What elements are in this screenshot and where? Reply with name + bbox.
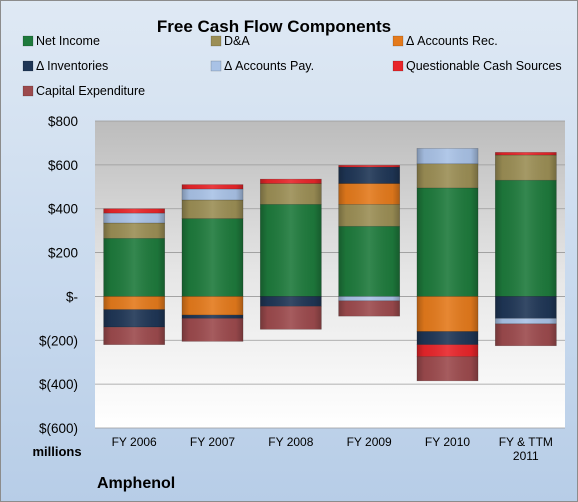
bar-segment-shading: [181, 184, 244, 189]
bar-segment-shading: [495, 152, 557, 155]
bar-segment-shading: [495, 318, 557, 324]
bar-segment-shading: [416, 344, 479, 357]
legend-label-accounts-rec: Δ Accounts Rec.: [406, 34, 498, 48]
bar-segment-shading: [416, 296, 479, 332]
legend-swatch-accounts-rec: [392, 35, 404, 47]
legend-swatch-capital-expenditure: [22, 85, 34, 97]
bar-segment-shading: [260, 296, 322, 307]
x-tick-label: FY 2009: [347, 435, 392, 449]
y-tick-label: $-: [66, 289, 78, 304]
legend-label-d-a: D&A: [224, 34, 250, 48]
x-tick-label: 2011: [513, 449, 539, 463]
chart-title: Free Cash Flow Components: [157, 17, 391, 36]
legend-swatch-accounts-pay: [210, 60, 222, 72]
bar-segment-shading: [416, 331, 479, 345]
bar-segment-shading: [495, 154, 557, 181]
bar-segment-shading: [338, 167, 400, 184]
legend-label-accounts-pay: Δ Accounts Pay.: [224, 59, 314, 73]
bar-segment-shading: [103, 222, 165, 239]
legend-label-inventories: Δ Inventories: [36, 59, 108, 73]
bar-segment-shading: [338, 165, 400, 168]
bars: [103, 148, 557, 382]
legend-swatch-net-income: [22, 35, 34, 47]
bar-segment-shading: [181, 188, 244, 200]
bar-segment-shading: [338, 300, 400, 317]
y-tick-label: $600: [48, 158, 78, 173]
x-axis: FY 2006 FY 2007 FY 2008 FY 2009 FY 2010 FY & …: [112, 435, 553, 463]
bar-segment-shading: [338, 183, 400, 205]
x-tick-label: FY 2006: [112, 435, 157, 449]
bar-segment-shading: [103, 296, 165, 310]
bar-segment-shading: [495, 180, 557, 297]
bar-segment-shading: [495, 296, 557, 319]
bar-segment-shading: [416, 163, 479, 188]
legend-label-capital-expenditure: Capital Expenditure: [36, 84, 145, 98]
bar-segment-shading: [416, 187, 479, 297]
bar-segment-shading: [181, 318, 244, 342]
bar-segment-shading: [181, 315, 244, 319]
x-tick-label: FY 2007: [190, 435, 235, 449]
legend-label-net-income: Net Income: [36, 34, 100, 48]
plot-area: [95, 121, 565, 428]
legend: Net Income D&A Δ Accounts Rec. Δ Inventorie…: [22, 34, 562, 98]
bar-segment-shading: [103, 309, 165, 328]
bar-segment-shading: [103, 208, 165, 214]
bar-segment-shading: [338, 204, 400, 227]
bar-segment-shading: [181, 218, 244, 297]
bar-segment-shading: [260, 183, 322, 205]
x-tick-label: FY 2010: [425, 435, 470, 449]
y-tick-label: $400: [48, 202, 78, 217]
bar-segment-shading: [260, 179, 322, 184]
company-label: Amphenol: [97, 475, 175, 492]
bar-segment-shading: [416, 148, 479, 164]
bar-segment-shading: [181, 296, 244, 316]
gridlines: [95, 120, 565, 429]
y-tick-label: $(200): [39, 333, 78, 348]
legend-swatch-d-a: [210, 35, 222, 47]
bar-segment-shading: [103, 213, 165, 223]
legend-swatch-questionable-cash-sources: [392, 60, 404, 72]
legend-label-questionable-cash-sources: Questionable Cash Sources: [406, 59, 562, 73]
bar-segment-shading: [103, 327, 165, 345]
y-tick-label: $800: [48, 114, 78, 129]
units-label: millions: [32, 444, 81, 459]
y-axis: $800 $600 $400 $200 $- $(200) $(400) $(600): [39, 114, 78, 436]
bar-segment-shading: [338, 226, 400, 297]
legend-swatch-inventories: [22, 60, 34, 72]
y-tick-label: $200: [48, 246, 78, 261]
x-tick-label: FY & TTM: [499, 435, 553, 449]
bar-segment-shading: [181, 199, 244, 219]
bar-segment-shading: [260, 204, 322, 297]
bar-segment-shading: [260, 306, 322, 330]
y-tick-label: $(400): [39, 377, 78, 392]
bar-segment-shading: [103, 238, 165, 297]
bar-segment-shading: [416, 356, 479, 381]
bar-segment-shading: [495, 323, 557, 346]
y-tick-label: $(600): [39, 421, 78, 436]
bar-segment-shading: [338, 296, 400, 301]
x-tick-label: FY 2008: [268, 435, 313, 449]
